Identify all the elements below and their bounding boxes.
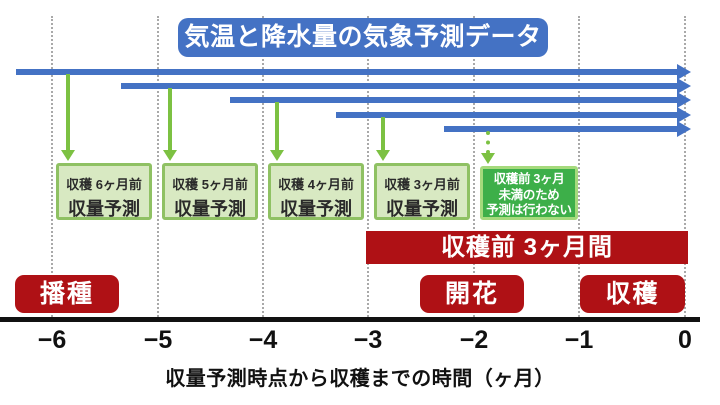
arrow-shaft (230, 97, 678, 103)
arrow-right-head-icon (677, 92, 691, 108)
gridline-month-minus1 (578, 16, 580, 317)
prediction-drop-arrow-1 (61, 74, 75, 161)
gridline-month-minus2 (473, 16, 475, 317)
gridline-month-minus6 (51, 16, 53, 317)
arrow-shaft (381, 117, 385, 151)
no-prediction-line: 未満のため (498, 187, 560, 202)
weather-data-arrow-3 (230, 92, 691, 108)
x-tick-minus5: −5 (143, 326, 173, 354)
arrow-down-head-icon (61, 150, 75, 161)
weather-data-arrow-5 (444, 121, 691, 137)
pre-harvest-period-bar: 収穫前 3ヶ月間 (366, 231, 688, 264)
title-banner: 気温と降水量の気象予測データ (178, 18, 548, 57)
weather-data-arrow-1 (16, 64, 691, 80)
arrow-shaft (275, 102, 279, 151)
prediction-box-action: 収量予測 (386, 199, 458, 219)
prediction-drop-arrow-3 (270, 102, 284, 161)
arrow-down-head-icon (376, 150, 390, 161)
prediction-box-action: 収量予測 (280, 199, 352, 219)
arrow-right-head-icon (677, 78, 691, 94)
x-tick-minus1: −1 (564, 326, 594, 354)
arrow-right-head-icon (677, 107, 691, 123)
arrow-shaft (444, 126, 678, 132)
arrow-right-head-icon (677, 64, 691, 80)
prediction-drop-arrow-4 (376, 117, 390, 161)
arrow-shaft (66, 74, 70, 151)
arrow-shaft-dotted (486, 131, 490, 154)
gridline-month-minus3 (367, 16, 369, 317)
arrow-shaft (121, 83, 678, 89)
arrow-right-head-icon (677, 121, 691, 137)
arrow-down-head-icon (163, 150, 177, 161)
prediction-box-when: 収穫 5ヶ月前 (172, 177, 248, 192)
no-prediction-box: 収穫前 3ヶ月 未満のため 予測は行わない (480, 166, 578, 220)
x-axis-line (0, 317, 700, 322)
gridline-month-0 (684, 16, 686, 317)
stage-harvest: 収穫 (580, 275, 685, 313)
arrow-down-head-icon (481, 153, 495, 164)
prediction-box-when: 収穫 4ヶ月前 (278, 177, 354, 192)
x-tick-minus3: −3 (353, 326, 383, 354)
prediction-drop-arrow-2 (163, 88, 177, 161)
x-tick-minus2: −2 (459, 326, 489, 354)
gridline-month-minus4 (262, 16, 264, 317)
stage-flowering: 開花 (420, 275, 524, 313)
arrow-shaft (168, 88, 172, 151)
prediction-box-6-months: 収穫 6ヶ月前 収量予測 (56, 163, 152, 220)
x-tick-0: 0 (678, 326, 692, 354)
prediction-box-action: 収量予測 (68, 199, 140, 219)
weather-data-arrow-2 (121, 78, 691, 94)
prediction-drop-arrow-skipped (481, 131, 495, 164)
arrow-shaft (16, 69, 678, 75)
no-prediction-line: 収穫前 3ヶ月 (493, 172, 565, 186)
stage-sowing: 播種 (15, 275, 119, 313)
arrow-shaft (336, 112, 678, 118)
x-tick-minus4: −4 (248, 326, 278, 354)
prediction-box-when: 収穫 6ヶ月前 (66, 177, 142, 192)
weather-data-arrow-4 (336, 107, 691, 123)
prediction-box-3-months: 収穫 3ヶ月前 収量予測 (374, 163, 470, 220)
prediction-box-when: 収穫 3ヶ月前 (384, 177, 460, 192)
arrow-down-head-icon (270, 150, 284, 161)
prediction-box-5-months: 収穫 5ヶ月前 収量予測 (162, 163, 258, 220)
gridline-month-minus5 (157, 16, 159, 317)
prediction-box-4-months: 収穫 4ヶ月前 収量予測 (268, 163, 364, 220)
x-axis-label: 収量予測時点から収穫までの時間（ヶ月） (165, 368, 555, 390)
no-prediction-line: 予測は行わない (486, 203, 572, 217)
x-tick-minus6: −6 (37, 326, 67, 354)
prediction-box-action: 収量予測 (174, 199, 246, 219)
